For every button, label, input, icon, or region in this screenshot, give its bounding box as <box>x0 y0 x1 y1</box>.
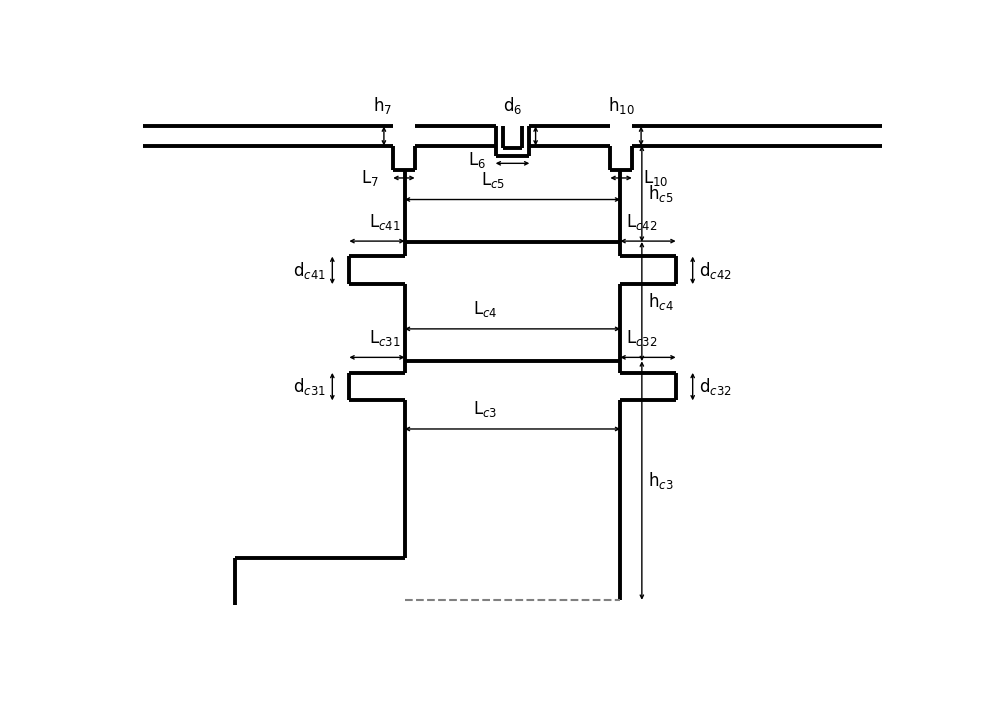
Text: d$_{c41}$: d$_{c41}$ <box>293 260 326 281</box>
Text: h$_{10}$: h$_{10}$ <box>608 95 634 116</box>
Text: h$_{c5}$: h$_{c5}$ <box>648 183 673 204</box>
Text: d$_{c32}$: d$_{c32}$ <box>699 376 732 397</box>
Text: L$_{c32}$: L$_{c32}$ <box>626 328 658 348</box>
Text: L$_{c41}$: L$_{c41}$ <box>369 212 400 232</box>
Text: L$_{c5}$: L$_{c5}$ <box>481 170 505 190</box>
Text: h$_{c4}$: h$_{c4}$ <box>648 291 674 312</box>
Text: d$_{c31}$: d$_{c31}$ <box>293 376 326 397</box>
Text: L$_7$: L$_7$ <box>361 168 379 188</box>
Text: L$_{c3}$: L$_{c3}$ <box>473 399 498 419</box>
Text: h$_7$: h$_7$ <box>373 95 392 116</box>
Text: h$_{c3}$: h$_{c3}$ <box>648 470 674 491</box>
Text: d$_{c42}$: d$_{c42}$ <box>699 260 732 281</box>
Text: L$_{c4}$: L$_{c4}$ <box>473 299 498 319</box>
Text: L$_{c31}$: L$_{c31}$ <box>369 328 400 348</box>
Text: L$_{10}$: L$_{10}$ <box>643 168 668 188</box>
Text: L$_{c42}$: L$_{c42}$ <box>626 212 658 232</box>
Text: d$_6$: d$_6$ <box>503 95 522 116</box>
Text: L$_6$: L$_6$ <box>468 150 486 170</box>
